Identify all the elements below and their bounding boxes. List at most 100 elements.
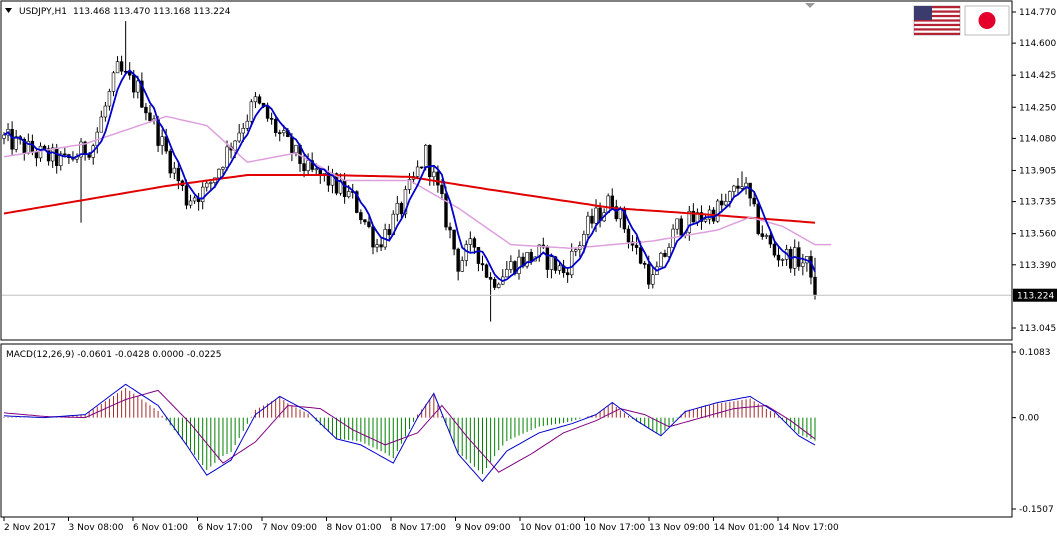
flag-stripe	[914, 23, 960, 27]
candle-body	[144, 106, 148, 114]
candle-body	[294, 144, 298, 153]
candle-body	[488, 277, 493, 280]
macd-y-axis: 0.1083 0.00 -0.1507	[1012, 348, 1054, 515]
candle-body	[168, 150, 172, 174]
price-y-axis: 114.770 114.600 114.425 114.250 114.080 113.9…	[1012, 8, 1056, 334]
x-tick-label: 9 Nov 09:00	[456, 523, 511, 533]
candle-body	[172, 167, 177, 174]
candle-body	[419, 166, 424, 169]
candle-body	[290, 136, 294, 153]
x-tick-label: 10 Nov 17:00	[585, 523, 646, 533]
candle-body	[87, 154, 91, 158]
macd-panel[interactable]: 0.1083 0.00 -0.1507 MACD(12,26,9) -0.0601 …	[0, 343, 1054, 518]
candle-body	[46, 148, 51, 162]
scroll-marker-icon[interactable]	[805, 3, 815, 8]
candle-body	[192, 197, 197, 202]
candle-body	[99, 116, 104, 133]
x-tick-label: 14 Nov 01:00	[714, 523, 775, 533]
candle-body	[724, 201, 728, 206]
macd-title: MACD(12,26,9) -0.0601 -0.0428 0.0000 -0.…	[6, 350, 222, 360]
candle-body	[140, 80, 144, 108]
price-tick-label: 114.250	[1019, 103, 1056, 113]
candle-body	[428, 144, 432, 178]
candle-body	[703, 218, 708, 222]
candle-body	[626, 228, 631, 243]
candle-body	[801, 262, 805, 267]
price-panel[interactable]: 114.770 114.600 114.425 114.250 114.080 113.9…	[0, 0, 1057, 341]
candle-body	[399, 203, 404, 215]
candle-body	[464, 244, 468, 261]
candle-body	[371, 226, 375, 248]
candle-body	[484, 264, 489, 278]
macd-tick-label: 0.00	[1019, 414, 1039, 424]
candle-body	[205, 182, 209, 188]
ma-fast-line	[3, 69, 816, 282]
candle-body	[363, 219, 367, 223]
candle-body	[525, 252, 529, 267]
candle-body	[253, 96, 258, 103]
candle-body	[582, 234, 586, 246]
candle-body	[115, 61, 120, 74]
candle-body	[732, 185, 736, 192]
candle-body	[813, 276, 817, 296]
candle-body	[768, 235, 773, 245]
candle-body	[460, 260, 464, 272]
candle-body	[667, 247, 671, 257]
flag-stripe	[914, 32, 960, 35]
flag-stripe	[914, 10, 960, 13]
candle-body	[565, 272, 570, 276]
candle-body	[387, 229, 391, 236]
candle-body	[160, 136, 164, 146]
candle-body	[663, 252, 667, 257]
candle-body	[200, 186, 205, 203]
candle-body	[50, 147, 55, 162]
price-tick-label: 113.390	[1019, 261, 1056, 271]
candle-body	[314, 168, 318, 171]
candle-body	[257, 96, 262, 104]
candle-body	[476, 246, 481, 264]
candle-body	[647, 264, 651, 285]
candle-body	[14, 136, 18, 150]
x-tick-label: 6 Nov 01:00	[133, 523, 188, 533]
x-tick-label: 13 Nov 09:00	[649, 523, 710, 533]
candle-body	[225, 146, 229, 168]
candle-body	[586, 215, 590, 235]
candle-body	[638, 247, 643, 264]
candle-body	[517, 256, 521, 274]
candle-body	[809, 256, 813, 278]
candle-body	[176, 167, 181, 182]
candle-body	[772, 243, 777, 256]
candle-body	[54, 147, 59, 166]
candle-body	[355, 191, 359, 213]
ma-slow-line	[3, 174, 816, 224]
candle-body	[302, 163, 306, 171]
candle-body	[342, 180, 347, 197]
candle-body	[241, 128, 245, 134]
macd-tick-label: -0.1507	[1019, 505, 1054, 515]
candle-body	[448, 226, 452, 231]
candle-body	[634, 244, 639, 248]
candle-body	[209, 182, 213, 184]
candle-body	[188, 200, 193, 206]
candle-body	[221, 167, 225, 170]
candle-body	[610, 195, 614, 208]
candle-body	[10, 129, 14, 150]
x-tick-label: 6 Nov 17:00	[198, 523, 253, 533]
x-tick-label: 10 Nov 01:00	[520, 523, 581, 533]
current-price-label: 113.224	[1017, 292, 1054, 302]
x-tick-label: 14 Nov 17:00	[778, 523, 839, 533]
candle-body	[136, 80, 140, 93]
candle-body	[760, 233, 765, 237]
candle-body	[740, 186, 744, 189]
symbol-menu-icon[interactable]	[5, 8, 12, 13]
candle-body	[379, 244, 383, 248]
candle-body	[744, 182, 748, 188]
macd-signal-line	[3, 389, 816, 473]
candle-body	[687, 210, 692, 234]
candle-body	[509, 261, 513, 270]
candle-body	[119, 61, 124, 72]
candle-body	[424, 144, 428, 168]
candle-body	[148, 112, 152, 121]
macd-histogram	[3, 387, 816, 475]
